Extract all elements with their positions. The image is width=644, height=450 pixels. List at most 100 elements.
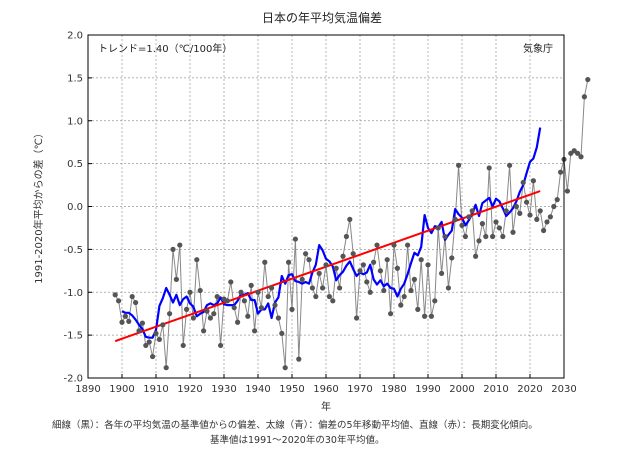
annual-point bbox=[299, 276, 305, 282]
annual-point bbox=[190, 315, 196, 321]
annual-point bbox=[350, 251, 356, 257]
annual-point bbox=[357, 268, 363, 274]
annual-point bbox=[262, 259, 268, 265]
annual-point bbox=[265, 293, 271, 300]
y-tick-label: 0.0 bbox=[67, 202, 83, 213]
plot-frame bbox=[87, 34, 565, 379]
annual-point bbox=[218, 342, 224, 349]
annual-point bbox=[466, 214, 472, 220]
annual-point bbox=[272, 302, 278, 308]
annual-point bbox=[381, 287, 387, 294]
annual-point bbox=[445, 285, 451, 291]
annual-point bbox=[524, 199, 530, 205]
annual-point bbox=[428, 313, 434, 319]
annual-point bbox=[490, 233, 496, 240]
annual-point bbox=[201, 328, 207, 334]
y-tick-label: 1.0 bbox=[67, 116, 83, 127]
annual-point bbox=[493, 219, 499, 225]
annual-point bbox=[343, 233, 349, 240]
annual-point bbox=[432, 298, 438, 304]
annual-point bbox=[360, 262, 366, 268]
annual-point bbox=[367, 289, 373, 295]
annual-point bbox=[323, 262, 329, 268]
annual-point bbox=[211, 311, 217, 317]
annual-point bbox=[551, 203, 557, 210]
annual-point bbox=[252, 328, 258, 334]
annual-point bbox=[483, 233, 489, 240]
y-tick-label: 1.5 bbox=[67, 73, 83, 84]
x-tick-label: 2030 bbox=[551, 384, 576, 395]
annual-point bbox=[442, 233, 448, 240]
annual-point bbox=[180, 342, 186, 349]
annual-point bbox=[119, 319, 125, 325]
annual-point bbox=[547, 214, 554, 220]
annual-point bbox=[398, 302, 404, 308]
series-layer bbox=[112, 76, 591, 371]
annual-point bbox=[585, 76, 591, 83]
annual-point bbox=[371, 259, 377, 265]
annual-point bbox=[452, 216, 458, 222]
annual-point bbox=[146, 339, 152, 345]
annual-point bbox=[558, 169, 564, 175]
annual-point bbox=[435, 225, 441, 231]
annual-point bbox=[197, 287, 203, 294]
annual-point bbox=[153, 330, 159, 337]
y-tick-label: -1.0 bbox=[63, 288, 83, 299]
annual-point bbox=[224, 298, 230, 304]
note-line-1: 細線（黒）：各年の平均気温の基準値からの偏差、太線（青）：偏差の5年移動平均値、… bbox=[52, 419, 538, 431]
annual-point bbox=[163, 365, 169, 371]
annual-point bbox=[469, 208, 475, 214]
annual-point bbox=[537, 208, 543, 214]
annual-point bbox=[391, 242, 397, 248]
annual-point bbox=[139, 320, 145, 326]
annual-point bbox=[394, 265, 400, 271]
annual-point bbox=[112, 292, 118, 298]
annual-point bbox=[554, 197, 560, 203]
annual-point bbox=[401, 293, 407, 300]
x-tick-label: 1950 bbox=[279, 384, 304, 395]
annual-point bbox=[241, 298, 247, 304]
annual-point bbox=[364, 279, 370, 285]
annual-point bbox=[248, 282, 254, 288]
annual-point bbox=[541, 227, 547, 234]
annual-point bbox=[527, 212, 533, 218]
annual-point bbox=[530, 178, 537, 184]
annual-point bbox=[282, 365, 288, 371]
annual-point bbox=[564, 188, 571, 194]
annual-point bbox=[150, 353, 156, 360]
annual-point bbox=[411, 276, 417, 282]
y-axis-label: 1991-2020年平均からの差（℃） bbox=[32, 128, 45, 284]
chart-title: 日本の年平均気温偏差 bbox=[262, 10, 382, 25]
annual-point bbox=[194, 257, 200, 263]
annual-point bbox=[449, 255, 455, 261]
annual-point bbox=[235, 319, 241, 325]
x-tick-label: 1990 bbox=[415, 384, 440, 395]
annual-point bbox=[473, 253, 479, 259]
annual-point bbox=[422, 313, 428, 319]
annual-point bbox=[337, 285, 343, 291]
moving-average-line bbox=[121, 127, 542, 339]
y-tick-label: -0.5 bbox=[63, 245, 83, 256]
annual-point bbox=[126, 318, 132, 325]
annual-point bbox=[116, 298, 122, 304]
annual-point bbox=[207, 315, 213, 321]
annual-point bbox=[374, 242, 380, 248]
annual-point bbox=[129, 293, 135, 300]
annual-point bbox=[187, 289, 193, 295]
annual-point bbox=[214, 293, 220, 300]
annual-point bbox=[507, 162, 513, 168]
annual-point bbox=[143, 342, 149, 349]
annual-point bbox=[503, 208, 509, 214]
annual-point bbox=[160, 322, 166, 328]
annual-point bbox=[156, 336, 162, 343]
annual-point bbox=[439, 270, 445, 276]
annual-point bbox=[544, 219, 550, 225]
x-tick-label: 1980 bbox=[381, 384, 406, 395]
trend-label: トレンド=1.40（℃/100年） bbox=[98, 42, 232, 55]
annual-point bbox=[245, 313, 251, 319]
annual-point bbox=[405, 242, 411, 248]
x-tick-label: 1940 bbox=[245, 384, 270, 395]
tick-labels: 1890 1900 1910 1920 1930 1940 1950 1960 1970 1980… bbox=[63, 31, 576, 396]
annual-point bbox=[296, 356, 302, 362]
